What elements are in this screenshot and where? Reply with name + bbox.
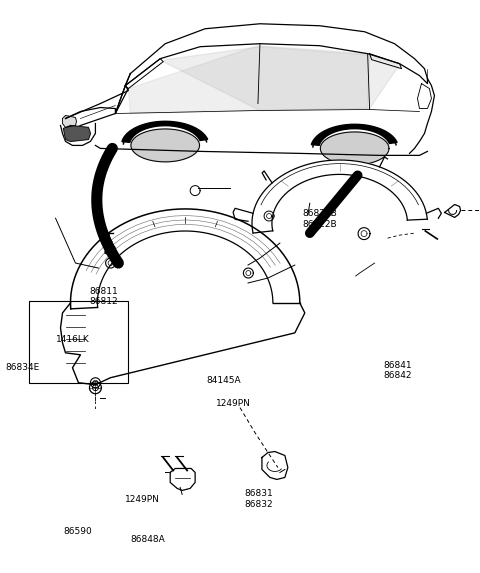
Polygon shape (312, 124, 397, 146)
Polygon shape (170, 469, 195, 490)
Polygon shape (444, 205, 461, 217)
Polygon shape (71, 209, 300, 309)
Text: 1249PN: 1249PN (216, 399, 251, 407)
Text: 84145A: 84145A (206, 376, 241, 385)
Bar (29, 301, 128, 383)
Text: 86811
86812: 86811 86812 (89, 286, 118, 306)
Polygon shape (128, 46, 370, 113)
Text: 86841
86842: 86841 86842 (384, 361, 412, 380)
Polygon shape (122, 121, 208, 142)
Text: 86834E: 86834E (5, 363, 40, 372)
Text: 1416LK: 1416LK (56, 335, 89, 344)
Polygon shape (60, 303, 305, 384)
Text: 1249PN: 1249PN (125, 494, 160, 504)
Polygon shape (62, 116, 76, 127)
Text: 86821B
86822B: 86821B 86822B (302, 209, 337, 229)
Polygon shape (163, 46, 399, 111)
Text: 86831
86832: 86831 86832 (245, 489, 274, 509)
Polygon shape (131, 129, 200, 162)
Polygon shape (252, 160, 427, 233)
Polygon shape (320, 132, 389, 165)
Text: 86848A: 86848A (130, 535, 165, 544)
Polygon shape (63, 125, 90, 142)
Polygon shape (262, 452, 288, 480)
Text: 86590: 86590 (63, 527, 92, 536)
